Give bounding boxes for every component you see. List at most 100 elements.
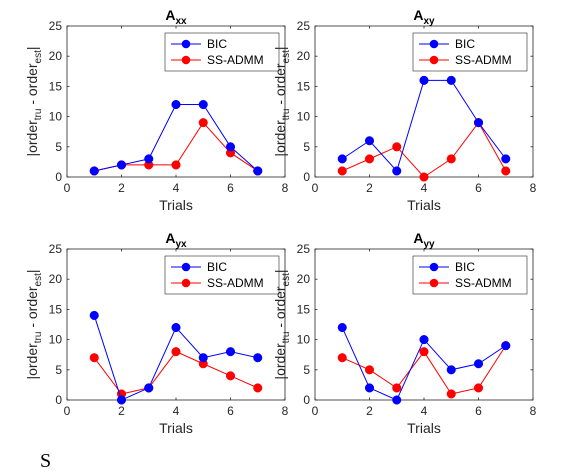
y-label-part: | [24, 46, 40, 50]
x-tick-label: 4 [421, 181, 428, 195]
chart-title-subscript: yx [176, 239, 188, 250]
y-label-part: - order [272, 63, 288, 108]
y-tick-label: 5 [303, 363, 310, 377]
x-tick-label: 8 [530, 404, 537, 418]
data-point-ss-admm [419, 172, 429, 182]
chart-title-subscript: xx [176, 16, 188, 27]
y-tick-label: 10 [49, 333, 63, 347]
data-point-bic [364, 383, 375, 393]
y-label-sub: est [33, 273, 44, 287]
y-label-part: |order [24, 120, 40, 157]
x-tick-label: 8 [530, 181, 537, 195]
y-label-part: | [272, 46, 288, 50]
data-point-bic [419, 75, 429, 85]
chart-title-main: A [413, 230, 423, 246]
y-tick-label: 0 [55, 170, 62, 184]
data-point-bic [144, 383, 154, 393]
y-label-part: |order [24, 343, 40, 380]
y-tick-label: 25 [297, 19, 311, 33]
chart-title: Ayx [165, 230, 187, 250]
legend: BIC SS-ADMM [412, 255, 528, 295]
legend-box [164, 32, 280, 72]
y-tick-label: 20 [297, 272, 311, 286]
data-point-bic [473, 359, 484, 369]
data-point-bic [337, 154, 347, 164]
y-axis-label: |ordertru - orderest| [272, 46, 292, 156]
data-point-bic [171, 322, 181, 333]
y-axis-label: |ordertru - orderest| [24, 46, 44, 156]
y-label-part: |order [272, 120, 288, 157]
y-label-part: - order [24, 286, 40, 331]
y-label-sub: est [281, 50, 292, 64]
data-point-ss-admm [473, 383, 484, 393]
chart-title-subscript: yy [424, 239, 436, 250]
legend-marker [181, 55, 191, 65]
y-tick-label: 5 [55, 140, 62, 154]
chart-title-main: A [413, 7, 423, 23]
legend-marker [429, 278, 439, 288]
x-tick-label: 0 [64, 404, 71, 418]
x-tick-label: 6 [475, 181, 482, 195]
x-tick-label: 4 [173, 404, 180, 418]
chart-title-subscript: xy [424, 16, 436, 27]
legend-marker [429, 55, 439, 65]
data-point-ss-admm [392, 383, 402, 393]
data-point-ss-admm [337, 353, 347, 363]
x-tick-label: 8 [282, 181, 289, 195]
y-label-sub: tru [33, 109, 44, 121]
data-point-bic [364, 136, 375, 146]
data-point-ss-admm [89, 353, 99, 363]
y-tick-label: 10 [297, 110, 311, 124]
y-label-sub: est [33, 50, 44, 64]
y-tick-label: 25 [49, 242, 63, 256]
data-point-ss-admm [253, 383, 263, 393]
legend: BIC SS-ADMM [412, 32, 528, 72]
data-point-ss-admm [171, 160, 181, 170]
legend-marker [181, 262, 191, 272]
y-tick-label: 10 [297, 333, 311, 347]
chart-title-main: A [165, 7, 175, 23]
y-label-part: - order [272, 286, 288, 331]
legend-box [164, 255, 280, 295]
data-point-bic [419, 335, 429, 345]
data-point-ss-admm [392, 142, 402, 152]
data-point-ss-admm [225, 371, 236, 381]
y-label-part: | [272, 269, 288, 273]
y-label-part: | [24, 269, 40, 273]
y-tick-label: 20 [49, 49, 63, 63]
data-point-bic [116, 160, 127, 170]
legend-box [412, 32, 528, 72]
x-axis-label: Trials [407, 197, 441, 213]
data-point-bic [501, 341, 511, 351]
legend-box [412, 255, 528, 295]
data-point-ss-admm [171, 347, 181, 357]
x-tick-label: 6 [475, 404, 482, 418]
data-point-bic [198, 99, 208, 110]
data-point-bic [501, 154, 511, 164]
x-tick-label: 4 [421, 404, 428, 418]
x-tick-label: 2 [366, 404, 373, 418]
y-label-part: |order [272, 343, 288, 380]
y-label-part: - order [24, 63, 40, 108]
data-point-bic [392, 166, 402, 176]
legend-label: BIC [455, 260, 475, 274]
data-point-ss-admm [501, 166, 511, 176]
y-label-sub: tru [281, 109, 292, 121]
data-point-bic [144, 154, 154, 164]
data-point-bic [225, 347, 236, 357]
y-tick-label: 15 [297, 302, 311, 316]
y-label-sub: tru [33, 332, 44, 344]
x-axis-label: Trials [407, 420, 441, 436]
x-tick-label: 6 [227, 404, 234, 418]
figure-caption-fragment: S [40, 450, 52, 472]
x-tick-label: 0 [64, 181, 71, 195]
legend-marker [429, 262, 439, 272]
y-tick-label: 5 [55, 363, 62, 377]
x-axis-label: Trials [159, 420, 193, 436]
data-point-bic [171, 99, 181, 110]
chart-title: Axx [165, 7, 187, 27]
legend-label: SS-ADMM [207, 276, 264, 290]
